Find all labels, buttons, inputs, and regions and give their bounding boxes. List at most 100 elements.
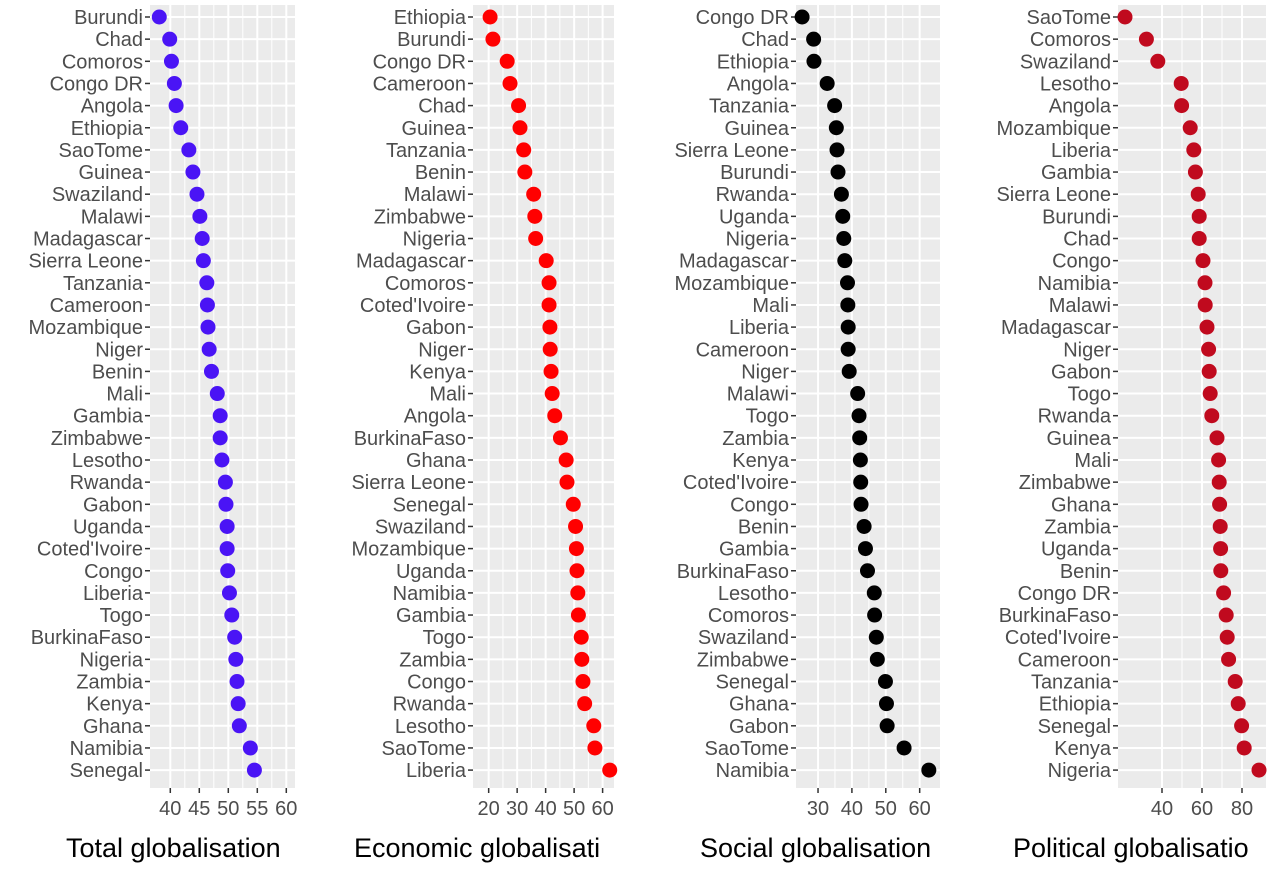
data-point <box>203 363 219 379</box>
category-label: Mozambique <box>28 317 143 339</box>
x-tick-label: 50 <box>563 798 585 820</box>
category-label: Sierra Leone <box>28 251 143 273</box>
data-point <box>856 518 872 534</box>
data-point <box>189 186 205 202</box>
data-point <box>1213 563 1229 579</box>
category-label: Angola <box>1049 96 1112 118</box>
category-label: Zambia <box>1044 516 1112 538</box>
data-point <box>568 541 584 557</box>
category-label: Comoros <box>1030 29 1111 51</box>
category-label: Chad <box>418 96 466 118</box>
data-point <box>828 120 844 136</box>
category-label: Burundi <box>1042 206 1111 228</box>
category-label: Tanzania <box>1031 672 1112 694</box>
data-point <box>199 275 215 291</box>
data-point <box>192 208 208 224</box>
data-point <box>869 651 885 667</box>
category-label: Chad <box>1063 229 1111 251</box>
data-point <box>586 718 602 734</box>
data-point <box>541 297 557 313</box>
category-label: Liberia <box>1051 140 1112 162</box>
category-label: SaoTome <box>59 140 144 162</box>
data-point <box>896 740 912 756</box>
category-label: Burundi <box>720 162 789 184</box>
data-point <box>1197 275 1213 291</box>
category-label: Liberia <box>83 583 144 605</box>
data-point <box>1191 231 1207 246</box>
panel-political-globalisation: SaoTomeComorosSwazilandLesothoAngolaMoza… <box>996 5 1267 863</box>
category-label: Lesotho <box>72 450 143 472</box>
category-label: Tanzania <box>63 273 144 295</box>
category-label: Namibia <box>393 583 467 605</box>
data-point <box>166 75 182 91</box>
data-point <box>219 541 235 557</box>
data-point <box>181 142 197 158</box>
data-point <box>482 9 498 25</box>
data-point <box>851 408 867 424</box>
category-label: Madagascar <box>679 251 789 273</box>
category-label: Madagascar <box>356 251 466 273</box>
data-point <box>575 674 591 689</box>
x-tick-label: 40 <box>841 798 863 820</box>
x-tick-label: 60 <box>275 798 297 820</box>
category-label: Liberia <box>406 760 467 782</box>
category-label: Coted'Ivoire <box>360 295 466 317</box>
category-label: Nigeria <box>403 229 467 251</box>
data-point <box>877 674 893 689</box>
data-point <box>1234 718 1250 734</box>
data-point <box>511 98 527 114</box>
data-point <box>830 164 846 180</box>
category-label: Gambia <box>1041 162 1112 184</box>
category-label: Ethiopia <box>71 118 144 140</box>
data-point <box>1117 9 1133 25</box>
category-label: BurkinaFaso <box>31 627 143 649</box>
category-label: Malawi <box>81 206 143 228</box>
data-point <box>547 408 563 424</box>
data-point <box>1138 31 1154 47</box>
data-point <box>544 386 560 402</box>
category-label: Coted'Ivoire <box>1005 627 1111 649</box>
category-label: Kenya <box>409 361 467 383</box>
category-label: Kenya <box>86 694 144 716</box>
category-label: Madagascar <box>33 229 143 251</box>
category-label: Angola <box>404 406 467 428</box>
category-label: Mozambique <box>996 118 1111 140</box>
category-label: SaoTome <box>382 738 467 760</box>
category-label: Swaziland <box>52 184 143 206</box>
category-label: Niger <box>741 361 789 383</box>
data-point <box>219 518 235 534</box>
category-label: Togo <box>423 627 466 649</box>
data-point <box>1204 408 1220 424</box>
category-label: Guinea <box>402 118 467 140</box>
category-label: Cameroon <box>1018 649 1111 671</box>
category-label: Gabon <box>729 716 789 738</box>
data-point <box>485 31 501 47</box>
data-point <box>517 164 533 180</box>
data-point <box>1197 297 1213 313</box>
category-label: Comoros <box>708 605 789 627</box>
category-label: Ethiopia <box>394 7 467 29</box>
category-label: Namibia <box>1038 273 1112 295</box>
data-point <box>569 563 585 579</box>
data-point <box>574 651 590 667</box>
x-tick-label: 60 <box>909 798 931 820</box>
category-label: Chad <box>741 29 789 51</box>
data-point <box>879 718 895 734</box>
data-point <box>840 275 856 291</box>
data-point <box>1195 253 1211 269</box>
category-label: Lesotho <box>718 583 789 605</box>
data-point <box>570 607 586 623</box>
category-label: Gambia <box>396 605 467 627</box>
data-point <box>853 496 869 512</box>
category-label: Zimbabwe <box>374 206 466 228</box>
category-label: Tanzania <box>386 140 467 162</box>
category-label: Benin <box>92 361 143 383</box>
data-point <box>200 319 216 335</box>
category-label: Senegal <box>393 494 466 516</box>
category-label: Mali <box>429 384 466 406</box>
category-label: Togo <box>746 406 789 428</box>
data-point <box>840 341 856 357</box>
category-label: Sierra Leone <box>674 140 789 162</box>
